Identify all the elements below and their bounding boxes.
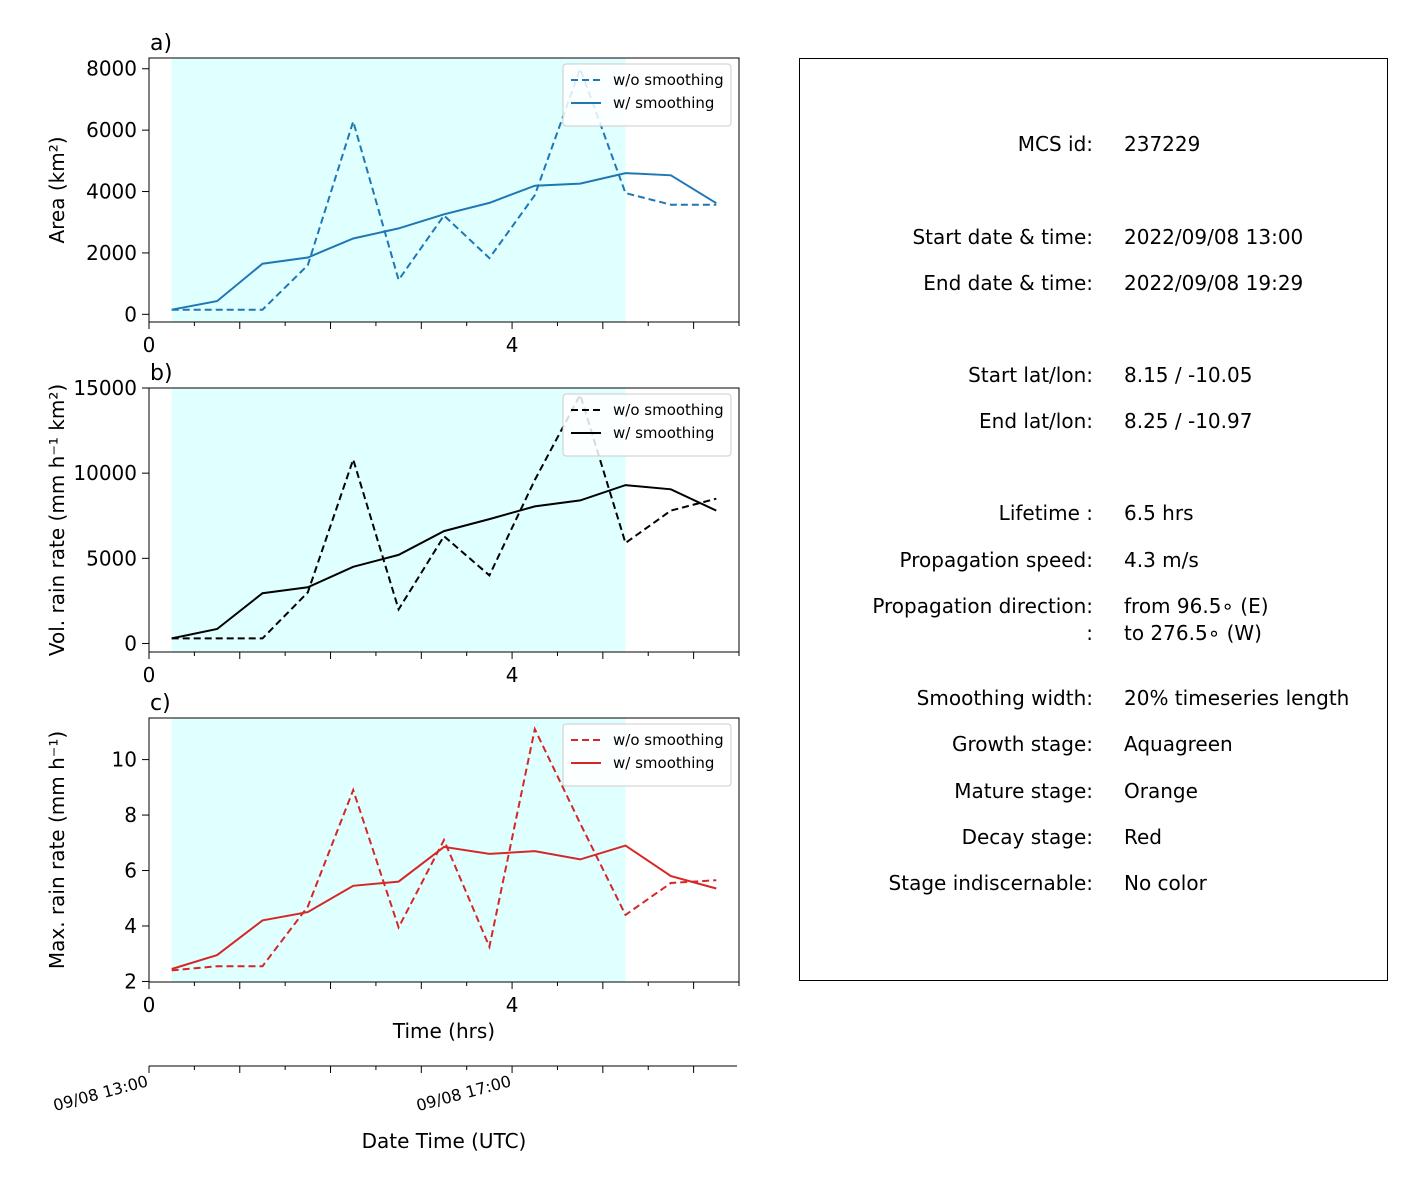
info-value: to 276.5∘ (W) bbox=[1124, 621, 1262, 645]
info-key: Start date & time: bbox=[912, 225, 1093, 249]
date-tick-label: 09/08 13:00 bbox=[51, 1072, 150, 1116]
info-value: 4.3 m/s bbox=[1124, 548, 1199, 572]
x-axis-label: Time (hrs) bbox=[392, 1019, 495, 1043]
legend-label: w/o smoothing bbox=[613, 71, 724, 89]
info-key: Propagation direction: bbox=[872, 594, 1093, 618]
info-value: Aquagreen bbox=[1124, 732, 1233, 756]
info-value: No color bbox=[1124, 871, 1207, 895]
x-tick-label: 0 bbox=[143, 993, 156, 1017]
legend-box bbox=[562, 63, 732, 127]
info-key: : bbox=[1086, 621, 1093, 645]
date-tick-label: 09/08 17:00 bbox=[414, 1072, 513, 1116]
date-axis-label: Date Time (UTC) bbox=[362, 1129, 527, 1153]
stage-shading bbox=[171, 388, 626, 652]
y-tick-label: 2000 bbox=[86, 241, 137, 265]
series-line-smoothed bbox=[171, 172, 717, 311]
info-value: from 96.5∘ (E) bbox=[1124, 594, 1269, 618]
info-key: Propagation speed: bbox=[899, 548, 1093, 572]
info-value: 20% timeseries length bbox=[1124, 686, 1350, 710]
x-tick-label: 4 bbox=[506, 333, 519, 357]
y-tick-label: 4000 bbox=[86, 180, 137, 204]
y-axis-label: Max. rain rate (mm h⁻¹) bbox=[45, 731, 69, 969]
y-tick-label: 10000 bbox=[73, 461, 137, 485]
info-key: Decay stage: bbox=[961, 825, 1093, 849]
y-tick-label: 10 bbox=[112, 748, 137, 772]
info-key: Smoothing width: bbox=[916, 686, 1093, 710]
y-tick-label: 0 bbox=[124, 302, 137, 326]
y-tick-label: 4 bbox=[124, 914, 137, 938]
series-line-raw bbox=[171, 65, 717, 311]
y-axis-label: Area (km²) bbox=[45, 136, 69, 243]
legend-label: w/ smoothing bbox=[613, 94, 714, 112]
info-value: Red bbox=[1124, 825, 1162, 849]
axes-frame bbox=[148, 387, 740, 653]
info-key: Stage indiscernable: bbox=[888, 871, 1093, 895]
info-key: End lat/lon: bbox=[979, 409, 1093, 433]
x-tick-label: 4 bbox=[506, 993, 519, 1017]
info-key: Start lat/lon: bbox=[968, 363, 1093, 387]
series-line-raw bbox=[171, 392, 717, 640]
info-key: End date & time: bbox=[923, 271, 1093, 295]
y-axis-label: Vol. rain rate (mm h⁻¹ km²) bbox=[45, 384, 69, 656]
y-tick-label: 6 bbox=[124, 859, 137, 883]
axes-frame bbox=[148, 717, 740, 983]
series-line-smoothed bbox=[171, 844, 717, 970]
x-tick-label: 0 bbox=[143, 663, 156, 687]
date-axis: 09/08 13:00 09/08 17:00 Date Time (UTC) bbox=[51, 1065, 737, 1153]
legend-label: w/ smoothing bbox=[613, 754, 714, 772]
info-value: 8.15 / -10.05 bbox=[1124, 363, 1253, 387]
legend-label: w/o smoothing bbox=[613, 731, 724, 749]
info-value: Orange bbox=[1124, 779, 1198, 803]
chart-panel-2: 0 5000 10000 15000 0 4 Vol. rain rate (mm h⁻¹ … bbox=[45, 361, 740, 687]
y-tick-label: 2 bbox=[124, 969, 137, 993]
y-tick-label: 5000 bbox=[86, 546, 137, 570]
info-key: Growth stage: bbox=[951, 732, 1093, 756]
legend-box bbox=[562, 393, 732, 457]
chart-panel-1: 0 2000 4000 6000 8000 0 4 Area (km²) a) w/o smoot… bbox=[45, 31, 740, 357]
axes-frame bbox=[148, 57, 740, 323]
legend-box bbox=[562, 723, 732, 787]
chart-panel-3: 2 4 6 8 10 0 4 Max. rain rate (mm h⁻¹) c) Time (h… bbox=[45, 691, 740, 1043]
series-line-smoothed bbox=[171, 484, 717, 640]
y-tick-label: 6000 bbox=[86, 118, 137, 142]
info-value: 2022/09/08 19:29 bbox=[1124, 271, 1304, 295]
series-line-raw bbox=[171, 726, 717, 972]
legend-label: w/o smoothing bbox=[613, 401, 724, 419]
info-key: Mature stage: bbox=[954, 779, 1093, 803]
info-panel: MCS id: 237229 Start date & time: 2022/0… bbox=[799, 58, 1388, 981]
stage-shading bbox=[171, 718, 626, 982]
x-tick-label: 0 bbox=[143, 333, 156, 357]
x-tick-label: 4 bbox=[506, 663, 519, 687]
info-value: 8.25 / -10.97 bbox=[1124, 409, 1253, 433]
panel-label: c) bbox=[150, 691, 171, 716]
panel-label: b) bbox=[150, 361, 173, 386]
y-tick-label: 8000 bbox=[86, 57, 137, 81]
info-value: 6.5 hrs bbox=[1124, 501, 1194, 525]
info-value: 237229 bbox=[1124, 132, 1201, 156]
info-value: 2022/09/08 13:00 bbox=[1124, 225, 1304, 249]
y-tick-label: 0 bbox=[124, 631, 137, 655]
info-key: MCS id: bbox=[1017, 132, 1093, 156]
panel-label: a) bbox=[150, 31, 172, 56]
y-tick-label: 15000 bbox=[73, 376, 137, 400]
y-tick-label: 8 bbox=[124, 803, 137, 827]
legend-label: w/ smoothing bbox=[613, 424, 714, 442]
info-key: Lifetime : bbox=[998, 501, 1093, 525]
